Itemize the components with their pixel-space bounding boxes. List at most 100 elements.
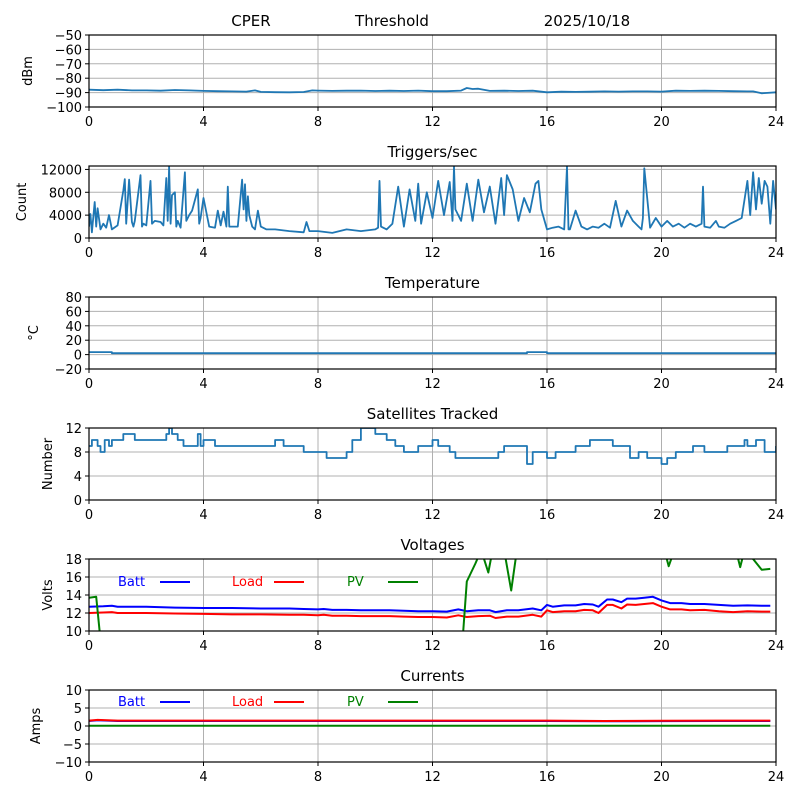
- x-tick-label: 20: [653, 770, 670, 785]
- x-tick-label: 0: [85, 770, 93, 785]
- x-tick-label: 0: [85, 246, 93, 261]
- panel-triggers: 0 4 8 12 16 20 24 0 4000 8000 12000 Count Triggers/s…: [15, 143, 784, 261]
- y-tick-label: −10: [55, 756, 82, 771]
- y-tick-label: 8000: [49, 186, 82, 201]
- legend-label-batt: Batt: [118, 695, 145, 710]
- panel-satellites: 0 4 8 12 16 20 24 0 4 8 12 Number Satellites Tracked: [41, 405, 784, 523]
- x-tick-label: 16: [539, 246, 556, 261]
- y-tick-label: 80: [65, 291, 82, 306]
- x-tick-label: 20: [653, 246, 670, 261]
- y-tick-label: 0: [74, 720, 82, 735]
- x-tick-label: 12: [424, 246, 441, 261]
- x-tick-label: 24: [768, 377, 785, 392]
- x-tick-label: 16: [539, 377, 556, 392]
- x-tick-label: 16: [539, 508, 556, 523]
- header-date: 2025/10/18: [544, 12, 630, 30]
- y-axis-label: °C: [27, 325, 42, 341]
- y-tick-label: −20: [55, 363, 82, 378]
- y-axis-label: Amps: [29, 707, 44, 744]
- x-tick-label: 24: [768, 639, 785, 654]
- chart-title: Voltages: [400, 536, 464, 554]
- series-line-threshold: [89, 87, 776, 95]
- x-tick-label: 0: [85, 115, 93, 130]
- x-tick-label: 12: [424, 377, 441, 392]
- series-line-load: [89, 718, 771, 722]
- y-tick-label: −70: [55, 58, 82, 73]
- series-line-satellites: [89, 428, 776, 465]
- x-tick-label: 4: [199, 639, 207, 654]
- x-tick-label: 4: [199, 770, 207, 785]
- y-tick-label: 12000: [41, 163, 82, 178]
- x-tick-label: 20: [653, 508, 670, 523]
- y-tick-label: 5: [74, 702, 82, 717]
- series-line-pv: [89, 559, 771, 631]
- y-tick-label: 0: [74, 494, 82, 509]
- x-tick-label: 20: [653, 377, 670, 392]
- y-tick-label: 20: [65, 334, 82, 349]
- x-tick-label: 20: [653, 639, 670, 654]
- x-tick-label: 12: [424, 508, 441, 523]
- chart-title: Temperature: [384, 274, 480, 292]
- y-tick-label: 10: [65, 684, 82, 699]
- panel-voltages: 0 4 8 12 16 20 24 10 12 14 16 18 Volts Voltages Batt Lo…: [41, 536, 784, 654]
- legend-label-load: Load: [232, 575, 263, 590]
- series-line-temperature: [89, 351, 776, 355]
- x-tick-label: 16: [539, 115, 556, 130]
- y-tick-label: 12: [65, 422, 82, 437]
- y-tick-label: 0: [74, 349, 82, 364]
- y-tick-label: 8: [74, 446, 82, 461]
- y-axis-label: Number: [41, 437, 56, 490]
- x-tick-label: 12: [424, 770, 441, 785]
- series-line-load: [89, 602, 771, 619]
- chart-title: Triggers/sec: [387, 143, 478, 161]
- y-tick-label: 16: [65, 571, 82, 586]
- x-tick-label: 12: [424, 639, 441, 654]
- y-tick-label: −60: [55, 43, 82, 58]
- legend-label-pv: PV: [347, 575, 364, 590]
- x-tick-label: 8: [314, 508, 322, 523]
- x-tick-label: 4: [199, 508, 207, 523]
- x-tick-label: 16: [539, 639, 556, 654]
- x-tick-label: 24: [768, 770, 785, 785]
- header-label: Threshold: [354, 12, 429, 30]
- x-tick-label: 24: [768, 508, 785, 523]
- y-tick-label: 4: [74, 470, 82, 485]
- y-axis-label: Count: [15, 183, 30, 222]
- y-tick-label: 60: [65, 305, 82, 320]
- y-tick-label: 40: [65, 320, 82, 335]
- y-axis-label: dBm: [21, 56, 36, 86]
- x-tick-label: 0: [85, 639, 93, 654]
- x-tick-label: 24: [768, 246, 785, 261]
- chart-title: Currents: [400, 667, 464, 685]
- legend-label-batt: Batt: [118, 575, 145, 590]
- y-tick-label: −80: [55, 72, 82, 87]
- legend-label-pv: PV: [347, 695, 364, 710]
- series-line-triggers: [89, 166, 776, 234]
- y-tick-label: 4000: [49, 209, 82, 224]
- series-line-batt: [89, 595, 771, 614]
- x-tick-label: 0: [85, 508, 93, 523]
- y-tick-label: −50: [55, 29, 82, 44]
- panel-currents: 0 4 8 12 16 20 24 −10 −5 0 5 10 Amps Currents Batt Load…: [29, 667, 784, 785]
- x-tick-label: 8: [314, 639, 322, 654]
- x-tick-label: 4: [199, 246, 207, 261]
- y-tick-label: −90: [55, 87, 82, 102]
- x-tick-label: 16: [539, 770, 556, 785]
- y-tick-label: 10: [65, 625, 82, 640]
- y-tick-label: 18: [65, 553, 82, 568]
- y-tick-label: 12: [65, 607, 82, 622]
- x-tick-label: 20: [653, 115, 670, 130]
- header-site: CPER: [231, 12, 270, 30]
- x-tick-label: 4: [199, 115, 207, 130]
- chart-title: Satellites Tracked: [367, 405, 498, 423]
- y-tick-label: 14: [65, 589, 82, 604]
- x-tick-label: 8: [314, 770, 322, 785]
- x-tick-label: 4: [199, 377, 207, 392]
- y-tick-label: −100: [46, 101, 82, 116]
- x-tick-label: 8: [314, 115, 322, 130]
- y-tick-label: −5: [63, 738, 82, 753]
- y-tick-label: 0: [74, 232, 82, 247]
- x-tick-label: 24: [768, 115, 785, 130]
